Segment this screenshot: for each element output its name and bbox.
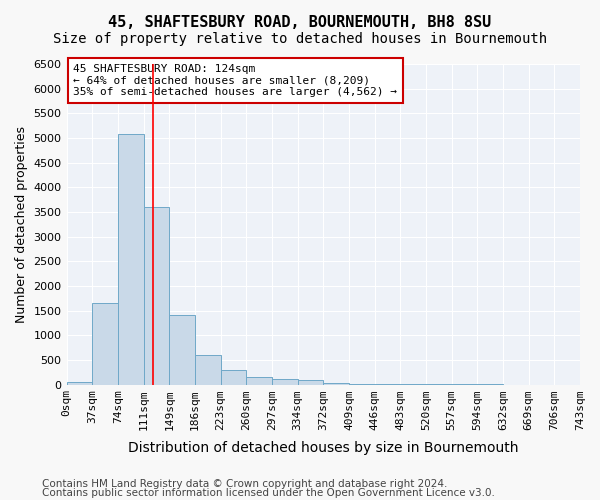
Bar [67, 382, 92, 384]
Text: 45, SHAFTESBURY ROAD, BOURNEMOUTH, BH8 8SU: 45, SHAFTESBURY ROAD, BOURNEMOUTH, BH8 8… [109, 15, 491, 30]
Text: 45 SHAFTESBURY ROAD: 124sqm
← 64% of detached houses are smaller (8,209)
35% of : 45 SHAFTESBURY ROAD: 124sqm ← 64% of det… [73, 64, 397, 97]
Bar [143, 207, 169, 384]
Text: Contains public sector information licensed under the Open Government Licence v3: Contains public sector information licen… [42, 488, 495, 498]
Bar [92, 303, 118, 384]
Bar [298, 380, 323, 384]
Bar [195, 355, 221, 384]
Bar [272, 379, 298, 384]
Bar [246, 377, 272, 384]
Bar [118, 134, 143, 384]
Text: Contains HM Land Registry data © Crown copyright and database right 2024.: Contains HM Land Registry data © Crown c… [42, 479, 448, 489]
Bar [221, 370, 246, 384]
Bar [323, 382, 349, 384]
X-axis label: Distribution of detached houses by size in Bournemouth: Distribution of detached houses by size … [128, 441, 518, 455]
Text: Size of property relative to detached houses in Bournemouth: Size of property relative to detached ho… [53, 32, 547, 46]
Y-axis label: Number of detached properties: Number of detached properties [15, 126, 28, 323]
Bar [169, 316, 195, 384]
